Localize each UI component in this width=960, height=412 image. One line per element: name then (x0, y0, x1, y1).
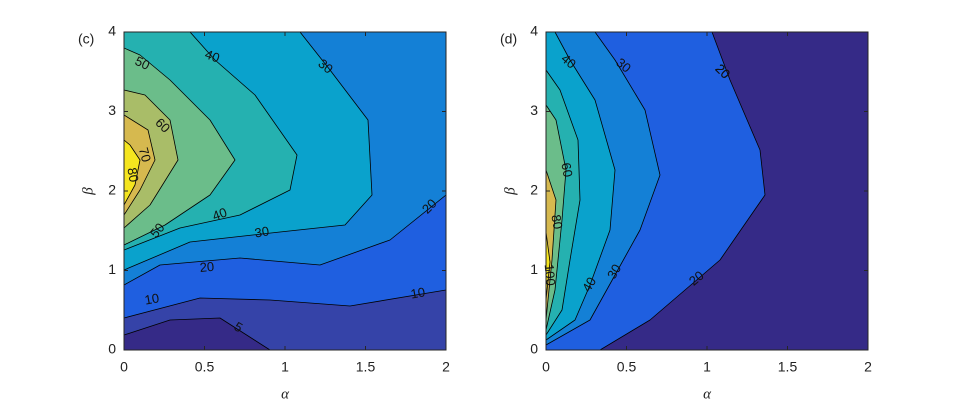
contour-label: 60 (558, 161, 575, 178)
plot-area (124, 32, 446, 350)
y-tick-label: 4 (530, 23, 538, 39)
contour-region (124, 139, 141, 206)
x-tick-label: 2 (442, 359, 450, 375)
x-axis-label: α (703, 386, 712, 402)
contour-region (546, 231, 551, 301)
contour-label: 70 (136, 146, 154, 164)
y-axis-label: β (80, 187, 96, 196)
panel-label: (c) (78, 31, 94, 47)
contour-label: 10 (409, 284, 426, 301)
y-tick-label: 1 (108, 261, 116, 277)
x-tick-label: 1 (703, 359, 711, 375)
x-axis-label: α (281, 386, 290, 402)
x-tick-label: 1 (281, 359, 289, 375)
contour-label: 40 (579, 274, 599, 294)
contour-label: 80 (548, 213, 565, 230)
y-tick-label: 3 (108, 102, 116, 118)
contour-label: 30 (253, 223, 270, 240)
contour-region (546, 169, 557, 321)
x-tick-label: 0 (542, 359, 550, 375)
x-tick-label: 1.5 (356, 359, 376, 375)
contour-label: 20 (199, 259, 215, 275)
x-tick-label: 2 (864, 359, 872, 375)
x-tick-label: 0 (120, 359, 128, 375)
x-tick-label: 0.5 (617, 359, 637, 375)
contour-region (124, 317, 271, 350)
y-axis-label: β (502, 187, 518, 196)
y-tick-label: 2 (108, 182, 116, 198)
y-tick-label: 1 (530, 261, 538, 277)
y-tick-label: 4 (108, 23, 116, 39)
y-tick-label: 0 (530, 341, 538, 357)
y-tick-label: 3 (530, 102, 538, 118)
contour-label: 30 (604, 261, 624, 281)
contour-label: 10 (143, 290, 160, 307)
contour-label: 40 (210, 204, 229, 223)
contour-label: 50 (133, 53, 152, 73)
contour-label: 100 (542, 263, 559, 286)
contour-label: 40 (203, 46, 222, 65)
x-tick-label: 0.5 (195, 359, 215, 375)
contour-label: 80 (124, 166, 141, 183)
x-tick-label: 1.5 (778, 359, 798, 375)
y-tick-label: 0 (108, 341, 116, 357)
y-tick-label: 2 (530, 182, 538, 198)
panel-label: (d) (500, 31, 517, 47)
plot-area (546, 32, 868, 350)
